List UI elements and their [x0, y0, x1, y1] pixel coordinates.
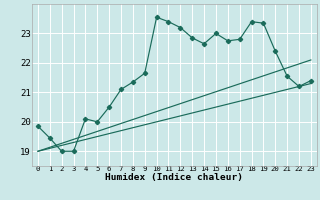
- X-axis label: Humidex (Indice chaleur): Humidex (Indice chaleur): [105, 173, 244, 182]
